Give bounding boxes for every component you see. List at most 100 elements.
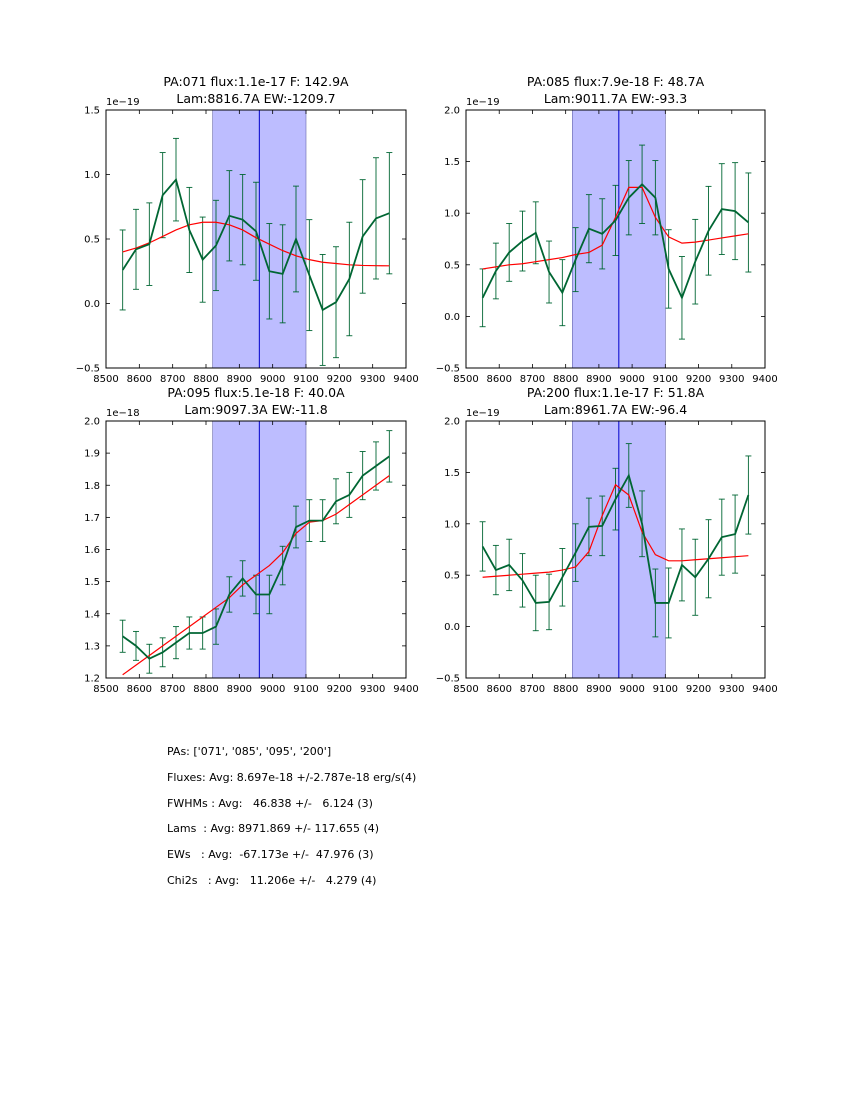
chart-4-y-tick-label: 2.0 — [444, 417, 460, 428]
chart-4-y-tick-label: 0.0 — [444, 622, 460, 633]
chart-2-x-tick-label: 9400 — [752, 374, 777, 385]
chart-2-x-tick-label: 8700 — [520, 374, 545, 385]
chart-3-x-tick-label: 8800 — [193, 684, 218, 695]
chart-2: PA:085 flux:7.9e-18 F: 48.7A Lam:9011.7A … — [436, 74, 778, 385]
chart-2-y-scale-label: 1e−19 — [466, 97, 500, 108]
chart-4-x-tick-label: 8500 — [453, 684, 478, 695]
chart-3-y-tick-label: 2.0 — [84, 417, 100, 428]
chart-2-data-line — [481, 183, 749, 301]
summary-stats: PAs: ['071', '085', '095', '200'] Fluxes… — [167, 742, 416, 897]
chart-4-y-tick-label: −0.5 — [436, 674, 460, 685]
chart-2-x-tick-label: 9200 — [686, 374, 711, 385]
chart-3-y-tick-label: 1.3 — [84, 641, 100, 652]
chart-4-x-tick-label: 9000 — [619, 684, 644, 695]
chart-1-y-tick-label: 1.0 — [84, 170, 100, 181]
chart-2-y-tick-label: 2.0 — [444, 106, 460, 117]
chart-1-x-tick-label: 8600 — [127, 374, 152, 385]
chart-4-y-tick-label: 0.5 — [444, 571, 460, 582]
stat-fluxes: Fluxes: Avg: 8.697e-18 +/-2.787e-18 erg/… — [167, 770, 417, 784]
stat-lams: Lams : Avg: 8971.869 +/- 117.655 (4) — [167, 822, 380, 836]
chart-1-x-tick-label: 8800 — [193, 374, 218, 385]
chart-4-x-tick-label: 8800 — [553, 684, 578, 695]
chart-3-plot-area — [119, 421, 393, 678]
stat-pas: PAs: ['071', '085', '095', '200'] — [167, 745, 332, 758]
chart-1-x-tick-label: 9100 — [293, 374, 318, 385]
chart-3-x-tick-label: 9100 — [293, 684, 318, 695]
chart-3-y-tick-label: 1.4 — [84, 609, 100, 620]
chart-3-x-tick-label: 9300 — [360, 684, 385, 695]
chart-2-x-tick-label: 9300 — [719, 374, 744, 385]
chart-2-x-tick-label: 9100 — [653, 374, 678, 385]
chart-3-subtitle: Lam:9097.3A EW:-11.8 — [184, 402, 327, 417]
chart-1-y-scale-label: 1e−19 — [106, 97, 140, 108]
chart-4-y-scale-label: 1e−19 — [466, 408, 500, 419]
chart-1: PA:071 flux:1.1e-17 F: 142.9A Lam:8816.7A… — [76, 74, 419, 385]
chart-3-y-scale-label: 1e−18 — [106, 408, 140, 419]
chart-1-fit-line — [122, 221, 390, 267]
chart-3-x-tick-label: 8700 — [160, 684, 185, 695]
chart-4-data-line — [481, 473, 750, 604]
chart-2-subtitle: Lam:9011.7A EW:-93.3 — [544, 91, 687, 106]
chart-3-y-tick-label: 1.6 — [84, 545, 100, 556]
chart-4-y-tick-label: 1.5 — [444, 468, 460, 479]
chart-3-x-tick-label: 9400 — [393, 684, 418, 695]
chart-4-x-tick-label: 8900 — [586, 684, 611, 695]
chart-2-x-tick-label: 8500 — [453, 374, 478, 385]
chart-1-plot-area — [119, 110, 393, 368]
chart-1-y-tick-label: 0.5 — [84, 235, 100, 246]
chart-3-y-tick-label: 1.2 — [84, 674, 100, 685]
stat-chi2s: Chi2s : Avg: 11.206e +/- 4.279 (4) — [167, 873, 377, 887]
chart-2-frame — [465, 109, 766, 369]
chart-1-x-tick-label: 8900 — [227, 374, 252, 385]
chart-1-x-tick-label: 9400 — [393, 374, 418, 385]
chart-2-y-tick-label: 1.5 — [444, 157, 460, 168]
chart-3-x-tick-label: 9200 — [327, 684, 352, 695]
chart-3-y-tick-label: 1.7 — [84, 513, 100, 524]
chart-4-plot-area — [479, 421, 752, 678]
chart-1-x-tick-label: 9000 — [260, 374, 285, 385]
chart-4-subtitle: Lam:8961.7A EW:-96.4 — [544, 402, 687, 417]
chart-3-data-line — [122, 455, 390, 660]
chart-3-y-tick-label: 1.8 — [84, 481, 100, 492]
chart-4-x-tick-label: 9300 — [719, 684, 744, 695]
chart-4-title: PA:200 flux:1.1e-17 F: 51.8A — [527, 385, 705, 400]
chart-3-x-tick-label: 8500 — [93, 684, 118, 695]
chart-1-y-tick-label: −0.5 — [76, 364, 100, 375]
chart-4-fit-line — [482, 483, 749, 578]
chart-2-y-tick-label: 0.5 — [444, 260, 460, 271]
chart-4-x-tick-label: 9100 — [653, 684, 678, 695]
chart-1-data-line — [121, 177, 390, 312]
chart-3-y-tick-label: 1.9 — [84, 449, 100, 460]
chart-1-x-tick-label: 9300 — [360, 374, 385, 385]
chart-3-y-tick-label: 1.5 — [84, 577, 100, 588]
chart-2-x-tick-label: 8800 — [553, 374, 578, 385]
chart-3-title: PA:095 flux:5.1e-18 F: 40.0A — [167, 385, 345, 400]
chart-2-x-tick-label: 8600 — [486, 374, 511, 385]
chart-3-x-tick-label: 8900 — [227, 684, 252, 695]
chart-1-x-tick-label: 8500 — [93, 374, 118, 385]
chart-1-y-tick-label: 1.5 — [84, 106, 100, 117]
chart-2-x-tick-label: 8900 — [586, 374, 611, 385]
chart-2-y-tick-label: −0.5 — [436, 364, 460, 375]
chart-4: PA:200 flux:1.1e-17 F: 51.8A Lam:8961.7A … — [436, 385, 778, 695]
chart-3-x-tick-label: 9000 — [260, 684, 285, 695]
chart-1-error-bar — [119, 229, 126, 311]
chart-3: PA:095 flux:5.1e-18 F: 40.0A Lam:9097.3A … — [84, 385, 419, 695]
chart-2-x-tick-label: 9000 — [619, 374, 644, 385]
chart-2-y-tick-label: 1.0 — [444, 209, 460, 220]
chart-4-x-tick-label: 9200 — [686, 684, 711, 695]
chart-4-y-tick-label: 1.0 — [444, 519, 460, 530]
chart-1-x-tick-label: 8700 — [160, 374, 185, 385]
chart-1-subtitle: Lam:8816.7A EW:-1209.7 — [176, 91, 335, 106]
chart-1-y-tick-label: 0.0 — [84, 299, 100, 310]
chart-3-x-tick-label: 8600 — [127, 684, 152, 695]
chart-4-frame — [465, 420, 766, 679]
stat-fwhms: FWHMs : Avg: 46.838 +/- 6.124 (3) — [167, 796, 373, 810]
chart-4-x-tick-label: 9400 — [752, 684, 777, 695]
chart-1-x-tick-label: 9200 — [327, 374, 352, 385]
stat-ews: EWs : Avg: -67.173e +/- 47.976 (3) — [167, 848, 374, 862]
chart-1-title: PA:071 flux:1.1e-17 F: 142.9A — [163, 74, 349, 89]
chart-3-fit-line — [122, 475, 390, 676]
chart-2-plot-area — [479, 110, 752, 368]
